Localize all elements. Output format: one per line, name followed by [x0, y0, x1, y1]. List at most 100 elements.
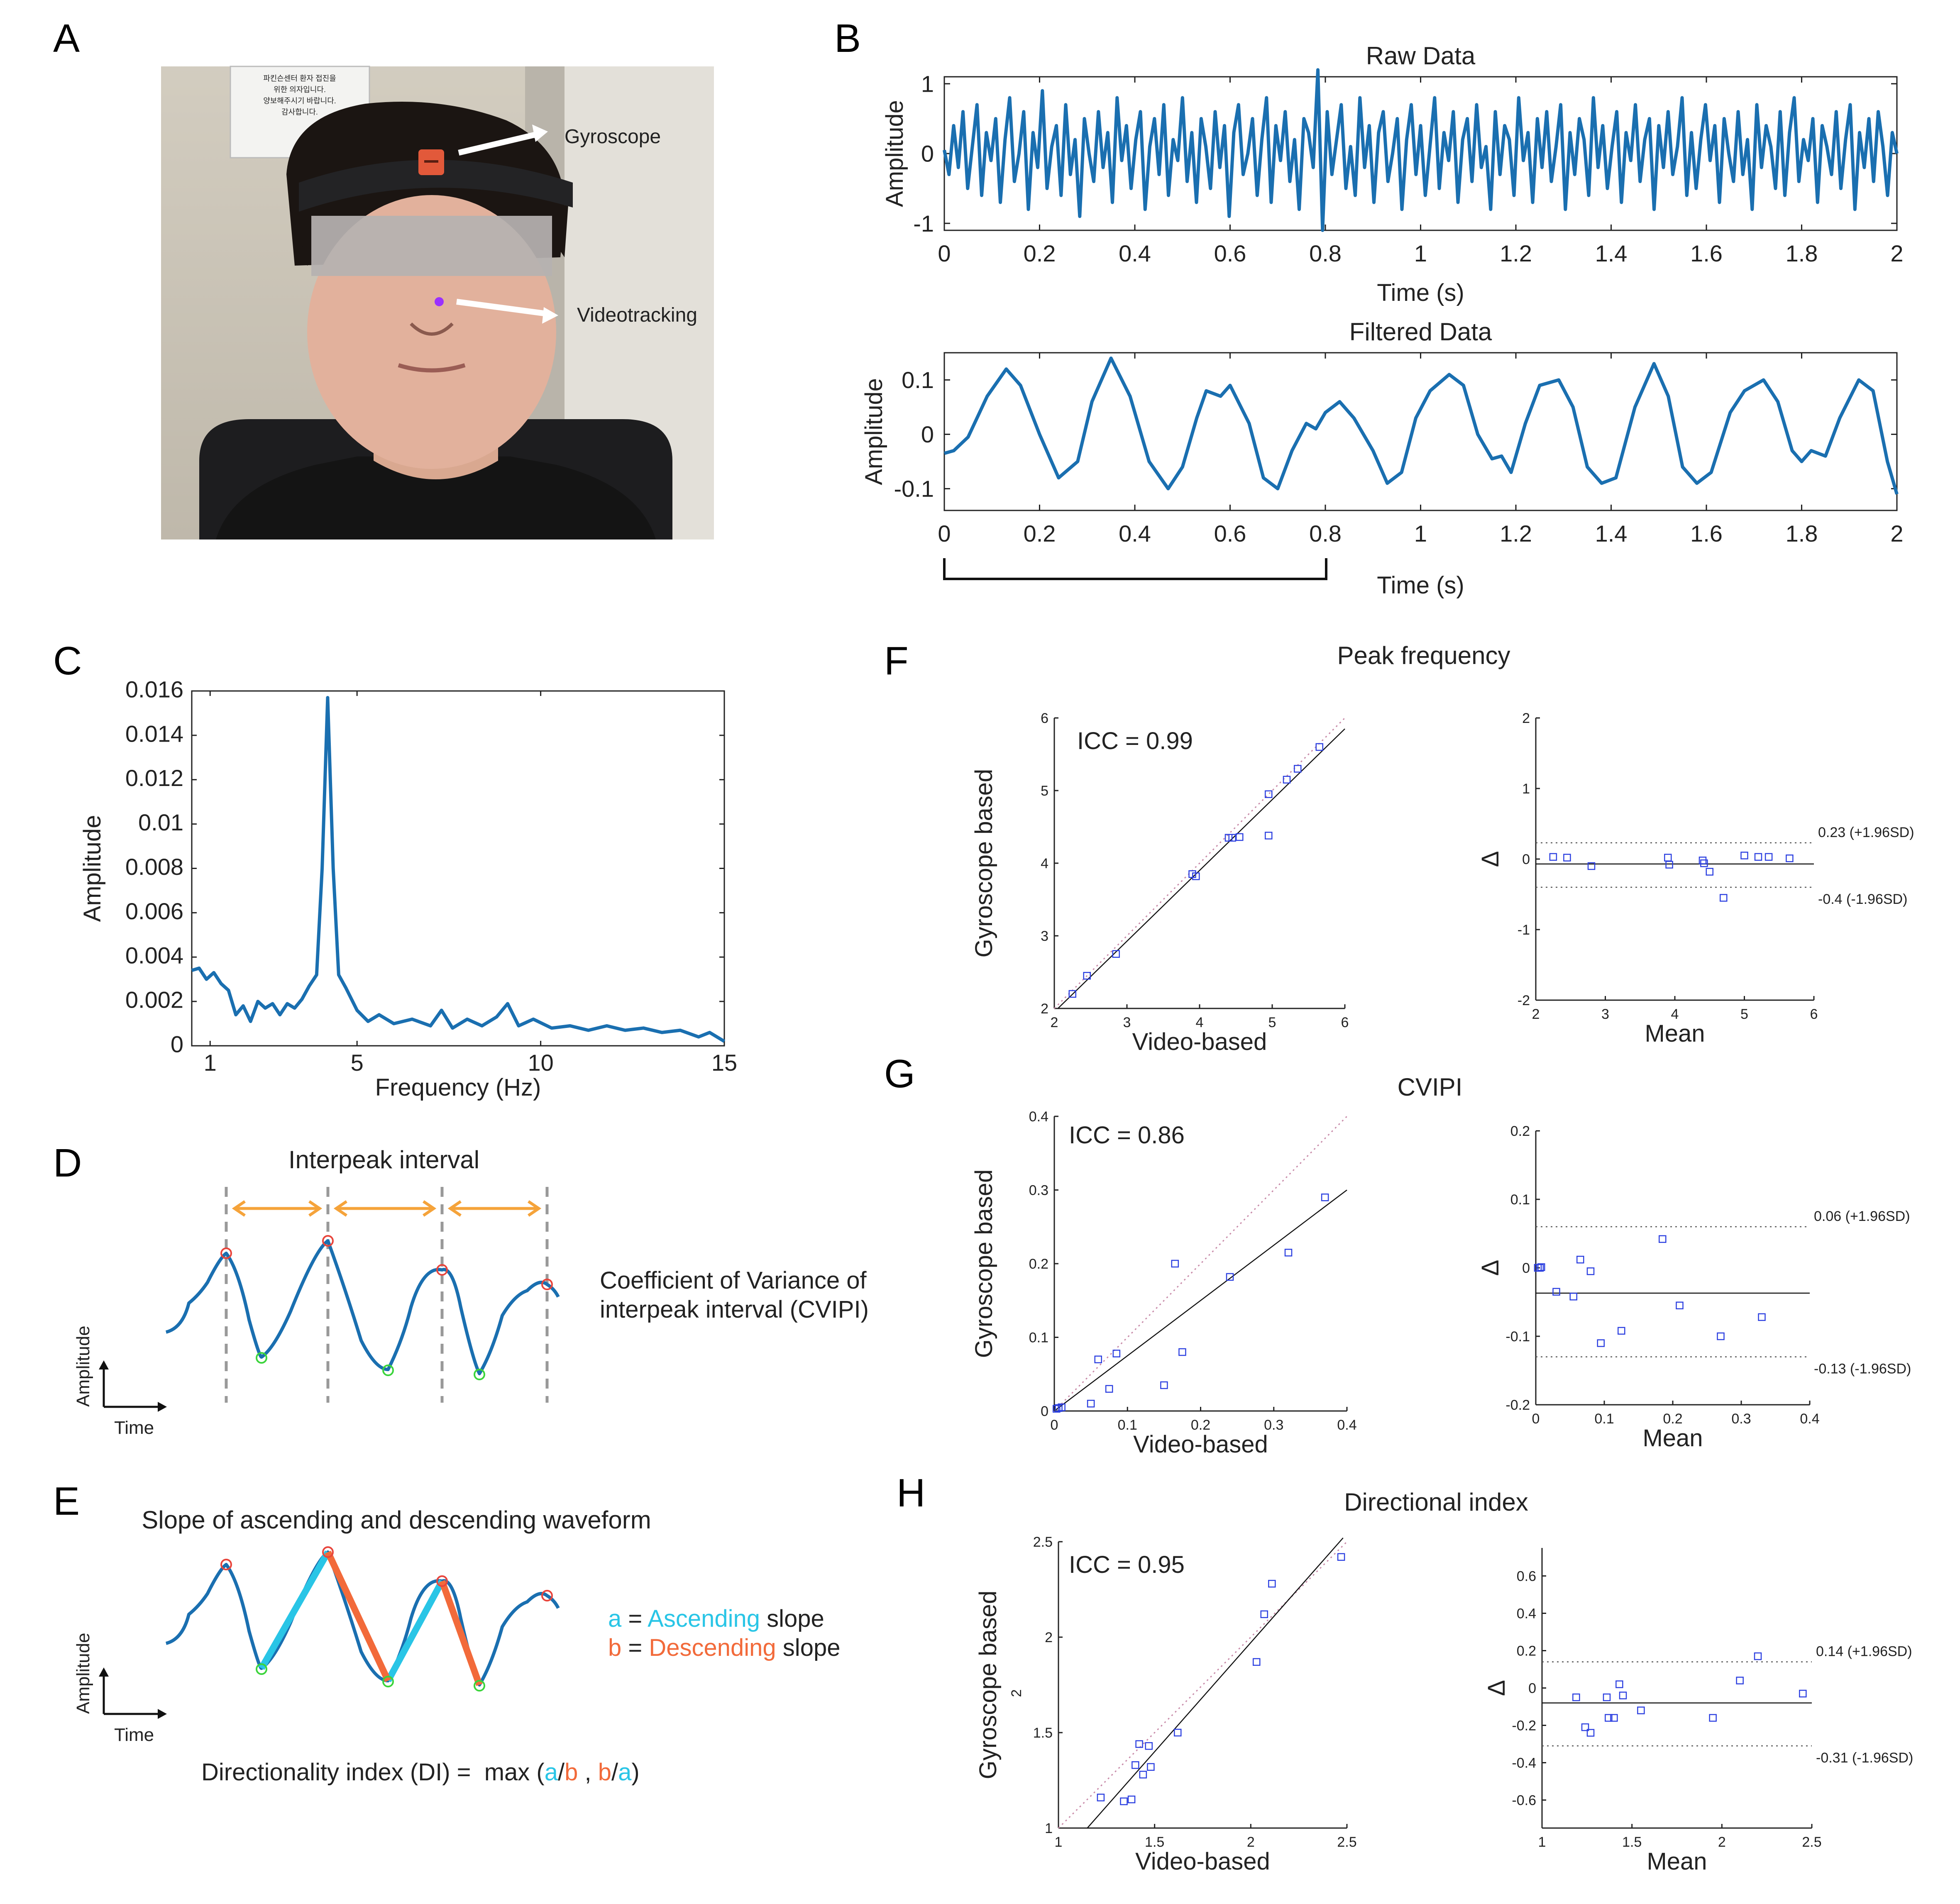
y-tick-label: 0.2: [1510, 1123, 1530, 1139]
data-point: [1572, 1693, 1580, 1701]
data-point: [1615, 1680, 1623, 1688]
videotracking-label: Videotracking: [577, 304, 697, 326]
x-tick-label: 6: [1810, 1006, 1818, 1022]
y-tick-label: 0: [171, 1031, 183, 1057]
data-point: [1603, 1693, 1611, 1701]
y-tick-label: 6: [1041, 710, 1048, 726]
data-point: [1736, 1677, 1744, 1684]
upper-limit-label: 0.23 (+1.96SD): [1818, 825, 1914, 840]
identity-line: [1058, 1541, 1348, 1829]
x-tick-label: 3: [1123, 1015, 1131, 1030]
y-tick-label: -0.4: [1512, 1755, 1536, 1771]
data-point: [1260, 1610, 1268, 1618]
x-tick-label: 0.3: [1731, 1411, 1751, 1427]
data-point: [1284, 1249, 1293, 1257]
panel-e-slope-diagram: Slope of ascending and descending wavefo…: [73, 1506, 840, 1786]
data-point: [1236, 833, 1244, 841]
x-tick-label: 0.2: [1663, 1411, 1682, 1427]
data-point: [1740, 852, 1748, 859]
y-tick-label: 0.012: [125, 765, 183, 791]
y-axis-label: Gyroscope based: [975, 1591, 1002, 1780]
e-time-label: Time: [114, 1725, 154, 1745]
sign-line-4: 감사합니다.: [281, 108, 318, 116]
y-tick-label: -0.1: [894, 476, 934, 502]
data-point: [1283, 776, 1291, 784]
y-tick-label: 0.1: [902, 367, 934, 393]
y-tick-label: 1: [1522, 781, 1530, 797]
data-point: [1605, 1714, 1613, 1722]
y-axis-label: Amplitude: [881, 100, 908, 207]
data-point: [1610, 1714, 1618, 1722]
data-point: [1058, 1403, 1066, 1411]
y-tick-label: 0.1: [1510, 1192, 1530, 1208]
y-tick-label: 0.016: [125, 676, 183, 702]
x-tick-label: 1: [1055, 1834, 1063, 1850]
data-point: [1265, 832, 1273, 840]
data-point: [1536, 1264, 1544, 1272]
filtered-data-chart: 0 0.2 0.4 0.6 0.8 1 1.2 1.4 1.6 1.8 2-0.100.1Time …: [860, 318, 1904, 599]
icc-annotation: ICC = 0.95: [1069, 1551, 1185, 1578]
y-tick-label: 0: [921, 141, 934, 167]
x-tick-label: 0.4: [1119, 520, 1151, 547]
data-point: [1105, 1385, 1113, 1393]
x-tick-label: 1.2: [1500, 240, 1532, 266]
data-point: [1112, 950, 1120, 958]
x-tick-label: 0: [938, 520, 951, 547]
y-tick-label: 1.5: [1033, 1725, 1053, 1741]
window-bracket: [943, 558, 1327, 580]
x-tick-label: 1: [1414, 520, 1427, 547]
x-tick-label: 0.2: [1191, 1417, 1210, 1433]
x-axis-label: Mean: [1645, 1020, 1705, 1047]
headband: [299, 160, 573, 212]
y-tick-label: -1: [913, 210, 934, 237]
y-tick-label: 4: [1041, 856, 1048, 871]
filtered-signal-line: [943, 356, 1899, 495]
y-tick-label: 2: [1041, 1001, 1048, 1017]
x-axis-label: Mean: [1647, 1848, 1707, 1875]
data-point: [1576, 1255, 1584, 1264]
data-point: [1097, 1794, 1105, 1801]
x-tick-label: 0.1: [1594, 1411, 1614, 1427]
chart-title: Filtered Data: [1349, 318, 1492, 346]
frequency-spectrum-chart: 1 5 10 1500.0020.0040.0060.0080.010.0120.01…: [79, 676, 737, 1101]
data-point: [1087, 1400, 1095, 1408]
h-title: Directional index: [1344, 1488, 1528, 1516]
interpeak-title: Interpeak interval: [288, 1146, 479, 1174]
data-point: [1597, 1339, 1605, 1347]
regression-line: [1057, 728, 1345, 1009]
y-tick-label: 0.2: [1029, 1256, 1048, 1272]
x-tick-label: 0.8: [1309, 520, 1342, 547]
y-tick-label: 2: [1522, 710, 1530, 726]
data-point: [1706, 868, 1713, 876]
data-point: [1758, 1313, 1766, 1321]
x-tick-label: 2: [1051, 1015, 1058, 1030]
data-point: [1337, 1553, 1345, 1561]
data-point: [1265, 790, 1273, 798]
upper-limit-label: 0.06 (+1.96SD): [1814, 1208, 1910, 1224]
data-point: [1786, 854, 1794, 862]
x-tick-label: 15: [711, 1050, 737, 1076]
directionality-index-formula: Directionality index (DI) = max (a/b , b…: [201, 1759, 640, 1786]
x-tick-label: 5: [351, 1050, 364, 1076]
data-point: [1552, 1288, 1560, 1296]
x-tick-label: 4: [1671, 1006, 1679, 1022]
x-tick-label: 1: [1414, 240, 1427, 266]
data-point: [1160, 1381, 1168, 1389]
x-tick-label: 1.4: [1595, 240, 1628, 266]
lower-limit-label: -0.13 (-1.96SD): [1814, 1361, 1911, 1377]
y-tick-label: 2.5: [1033, 1534, 1053, 1550]
x-axis-label: Video-based: [1132, 1028, 1267, 1055]
data-point: [1083, 972, 1091, 980]
y-tick-label: 1: [921, 71, 934, 97]
data-point: [1120, 1797, 1128, 1805]
x-tick-label: 0.2: [1024, 520, 1056, 547]
data-point: [1587, 862, 1596, 870]
x-tick-label: 6: [1341, 1015, 1349, 1030]
y-axis-label: Δ: [1477, 1260, 1504, 1276]
data-point: [1549, 853, 1557, 861]
y-tick-label: 0.4: [1029, 1109, 1048, 1125]
y-tick-label: 0.2: [1517, 1643, 1536, 1659]
data-point: [1228, 834, 1236, 842]
y-tick-label: 0.004: [125, 942, 183, 969]
